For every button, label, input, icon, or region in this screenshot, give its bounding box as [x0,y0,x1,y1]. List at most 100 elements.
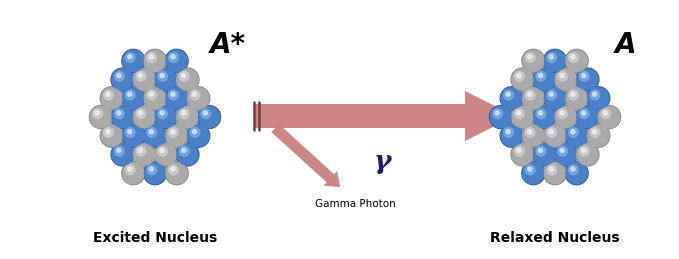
Circle shape [111,68,134,91]
Circle shape [90,106,111,128]
Circle shape [554,143,577,166]
Circle shape [112,144,133,165]
Circle shape [490,105,513,128]
Circle shape [168,90,178,100]
Circle shape [149,92,153,96]
Circle shape [111,105,134,128]
Circle shape [149,130,153,134]
Circle shape [538,148,543,153]
Circle shape [579,109,589,119]
Circle shape [504,90,513,100]
Circle shape [579,146,589,156]
Circle shape [171,92,175,96]
Circle shape [123,50,144,71]
Circle shape [565,49,588,72]
Circle shape [165,162,188,185]
Circle shape [566,163,587,184]
Circle shape [158,109,168,119]
Circle shape [168,53,178,62]
Circle shape [522,162,545,185]
Circle shape [122,124,145,147]
Circle shape [500,124,524,147]
Circle shape [560,111,564,115]
Circle shape [187,125,209,146]
Circle shape [122,162,145,185]
Circle shape [577,106,598,128]
Circle shape [198,106,219,128]
Circle shape [526,53,535,62]
Circle shape [512,69,533,90]
Circle shape [182,148,186,153]
Circle shape [160,148,164,153]
Circle shape [579,71,589,81]
Circle shape [171,167,175,171]
Circle shape [115,109,124,119]
Circle shape [165,124,188,147]
Polygon shape [255,91,515,141]
Circle shape [171,55,175,59]
Circle shape [145,125,166,146]
Circle shape [177,144,198,165]
Circle shape [160,74,164,78]
Circle shape [176,105,199,128]
Circle shape [522,49,545,72]
Circle shape [517,148,521,153]
Circle shape [590,90,600,100]
Circle shape [538,111,543,115]
Circle shape [158,146,168,156]
Circle shape [203,111,208,115]
Circle shape [179,71,189,81]
Circle shape [566,50,587,71]
Circle shape [534,144,555,165]
Circle shape [128,130,132,134]
Circle shape [534,69,555,90]
Circle shape [549,130,553,134]
Circle shape [511,68,534,91]
Circle shape [190,90,200,100]
Circle shape [190,128,200,137]
Circle shape [512,106,533,128]
Circle shape [557,146,568,156]
Text: A: A [615,31,636,59]
Circle shape [545,125,566,146]
Circle shape [543,49,566,72]
Circle shape [147,128,157,137]
Circle shape [528,55,532,59]
Circle shape [523,88,544,109]
Circle shape [154,143,177,166]
Circle shape [100,87,124,110]
Circle shape [168,165,178,175]
Circle shape [198,105,221,128]
Circle shape [95,111,99,115]
Circle shape [165,49,188,72]
Circle shape [528,167,532,171]
Circle shape [587,88,609,109]
Circle shape [555,69,576,90]
Circle shape [112,106,133,128]
Circle shape [501,125,522,146]
Circle shape [568,53,579,62]
Circle shape [187,87,210,110]
Circle shape [523,125,544,146]
Circle shape [490,106,511,128]
Circle shape [126,90,135,100]
Circle shape [128,92,132,96]
Circle shape [560,74,564,78]
Circle shape [160,111,164,115]
Circle shape [506,92,510,96]
Circle shape [143,87,166,110]
Circle shape [143,49,166,72]
Circle shape [571,92,575,96]
Circle shape [104,90,113,100]
Circle shape [106,92,110,96]
Circle shape [549,55,553,59]
Circle shape [571,167,575,171]
Circle shape [577,69,598,90]
Circle shape [134,69,155,90]
Circle shape [523,50,544,71]
Circle shape [560,148,564,153]
Circle shape [545,88,566,109]
Circle shape [122,49,145,72]
Circle shape [147,53,157,62]
Circle shape [176,68,199,91]
